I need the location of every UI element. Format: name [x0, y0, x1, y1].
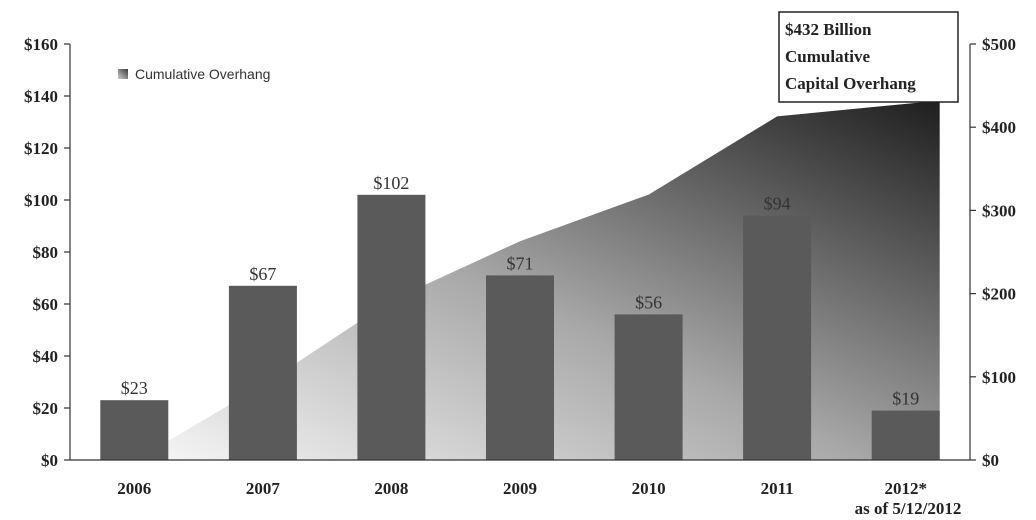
- legend-label: Cumulative Overhang: [135, 66, 270, 82]
- bar-value-label: $67: [249, 264, 276, 284]
- bar-2008: [357, 194, 426, 461]
- bar-2006: [100, 400, 169, 460]
- category-label: 2008: [374, 479, 408, 498]
- callout-line-2: Cumulative: [785, 47, 870, 66]
- legend-swatch: [118, 69, 128, 79]
- category-label: 2006: [117, 479, 151, 498]
- bars-layer: [100, 194, 940, 461]
- right-tick-label: $500: [982, 35, 1016, 54]
- category-label: 2012*: [884, 479, 927, 498]
- category-label: 2010: [632, 479, 666, 498]
- category-labels: 2006 2007 2008 2009 2010 2011 2012*: [117, 479, 927, 498]
- bar-value-label: $94: [764, 194, 791, 214]
- left-tick-label: $40: [33, 347, 59, 366]
- callout-line-1: $432 Billion: [785, 20, 872, 39]
- left-tick-label: $140: [24, 87, 58, 106]
- right-ticks: $0 $100 $200 $300 $400 $500: [970, 35, 1016, 470]
- bar-2011: [743, 215, 812, 460]
- right-tick-label: $300: [982, 201, 1016, 220]
- left-tick-label: $160: [24, 35, 58, 54]
- bar-value-label: $19: [892, 389, 919, 409]
- left-tick-label: $120: [24, 139, 58, 158]
- right-tick-label: $200: [982, 285, 1016, 304]
- left-tick-label: $60: [33, 295, 59, 314]
- category-label: 2011: [761, 479, 794, 498]
- callout-border: [778, 11, 959, 103]
- left-ticks: $0 $20 $40 $60 $80 $100 $120 $140 $160: [24, 35, 70, 470]
- bar-2010: [614, 314, 683, 460]
- left-tick-label: $80: [33, 243, 59, 262]
- right-tick-label: $0: [982, 451, 999, 470]
- bar-2007: [228, 285, 297, 460]
- left-tick-label: $100: [24, 191, 58, 210]
- category-note: as of 5/12/2012: [855, 499, 962, 518]
- right-tick-label: $100: [982, 368, 1016, 387]
- legend: Cumulative Overhang: [118, 66, 270, 82]
- bar-value-label: $56: [635, 292, 662, 312]
- bar-value-label: $23: [121, 378, 148, 398]
- callout-line-3: Capital Overhang: [785, 74, 916, 93]
- left-tick-label: $20: [33, 399, 59, 418]
- bar-value-label: $102: [373, 173, 409, 193]
- left-tick-label: $0: [41, 451, 58, 470]
- bar-value-labels: $23 $67 $102 $71 $56 $94 $19: [121, 173, 919, 409]
- bar-value-label: $71: [507, 253, 534, 273]
- callout-box: $432 Billion Cumulative Capital Overhang: [778, 11, 959, 103]
- bar-2009: [486, 275, 554, 460]
- right-tick-label: $400: [982, 118, 1016, 137]
- category-label: 2007: [246, 479, 281, 498]
- bar-2012: [871, 410, 940, 460]
- category-label: 2009: [503, 479, 537, 498]
